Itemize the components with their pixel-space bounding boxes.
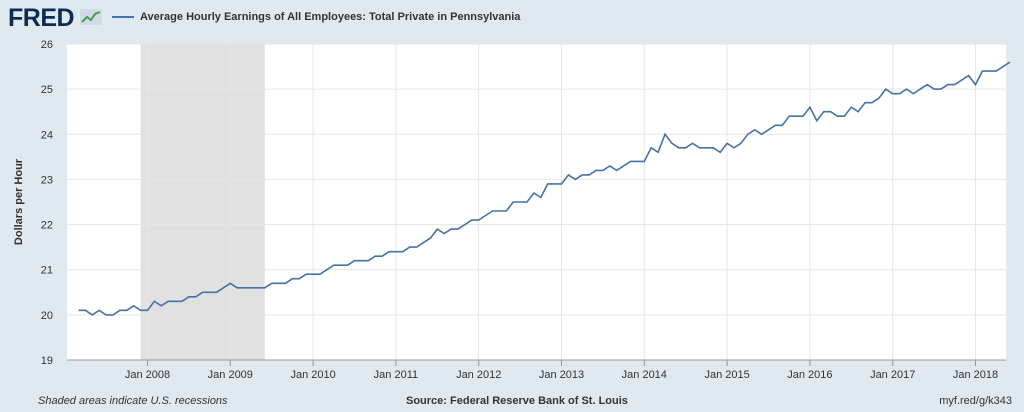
y-axis-label: Dollars per Hour	[13, 158, 25, 245]
x-tick-label: Jan 2010	[290, 369, 335, 381]
y-tick-label: 26	[41, 39, 53, 51]
x-tick-label: Jan 2009	[208, 369, 253, 381]
y-tick-label: 22	[41, 220, 53, 232]
y-tick-label: 23	[41, 174, 53, 186]
source-note: Source: Federal Reserve Bank of St. Loui…	[406, 395, 628, 407]
x-axis: Jan 2008 Jan 2009 Jan 2010 Jan 2011 Jan 2012…	[67, 360, 1006, 381]
recession-note: Shaded areas indicate U.S. recessions	[38, 395, 228, 407]
recession-shading	[141, 44, 265, 360]
y-tick-label: 20	[41, 310, 53, 322]
x-tick-label: Jan 2017	[870, 369, 915, 381]
y-tick-label: 19	[41, 355, 53, 367]
x-tick-label: Jan 2011	[374, 369, 418, 381]
x-tick-label: Jan 2008	[125, 369, 170, 381]
x-tick-label: Jan 2012	[456, 369, 501, 381]
y-tick-label: 21	[41, 265, 53, 277]
short-link[interactable]: myf.red/g/k343	[939, 395, 1012, 407]
x-tick-label: Jan 2018	[953, 369, 998, 381]
y-tick-label: 24	[41, 129, 53, 141]
x-tick-label: Jan 2013	[539, 369, 584, 381]
y-axis: 19 20 21 22 23 24 25 26	[41, 39, 53, 367]
x-tick-label: Jan 2015	[704, 369, 749, 381]
y-tick-label: 25	[41, 84, 53, 96]
x-tick-label: Jan 2014	[622, 369, 667, 381]
x-tick-label: Jan 2016	[787, 369, 832, 381]
line-chart: 19 20 21 22 23 24 25 26 Jan 2008 Jan 2009 Jan 201…	[0, 0, 1024, 412]
